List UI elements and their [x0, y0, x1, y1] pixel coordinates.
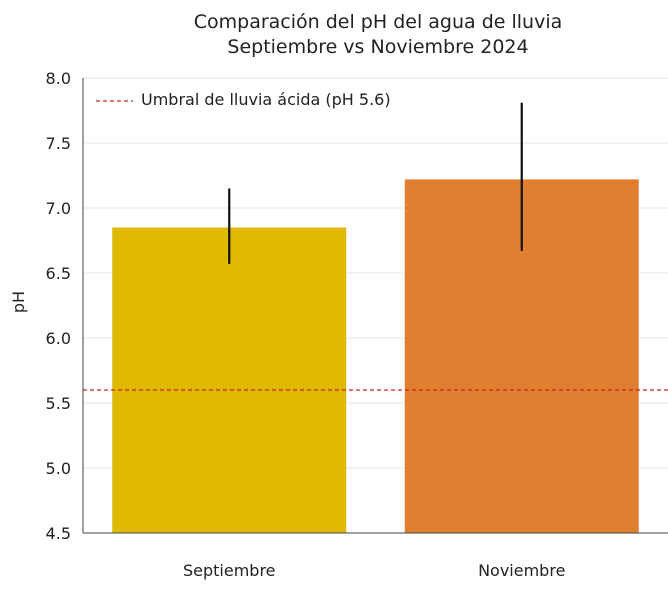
x-tick-label: Septiembre — [183, 561, 276, 580]
y-tick-label: 6.0 — [46, 329, 71, 348]
chart-subtitle: Septiembre vs Noviembre 2024 — [227, 36, 528, 58]
y-tick-labels: 4.5 5.0 5.5 6.0 6.5 7.0 7.5 8.0 — [46, 69, 71, 543]
y-tick-label: 4.5 — [46, 524, 71, 543]
y-tick-label: 8.0 — [46, 69, 71, 88]
legend: Umbral de lluvia ácida (pH 5.6) — [96, 90, 391, 109]
bar-septiembre — [112, 227, 347, 533]
chart-title: Comparación del pH del agua de lluvia — [194, 11, 563, 33]
error-bar-layer — [228, 102, 523, 264]
x-tick-labels: Septiembre Noviembre — [183, 561, 565, 580]
legend-label: Umbral de lluvia ácida (pH 5.6) — [141, 90, 391, 109]
y-tick-label: 5.5 — [46, 394, 71, 413]
y-tick-label: 7.5 — [46, 134, 71, 153]
y-tick-label: 5.0 — [46, 459, 71, 478]
y-axis-label: pH — [9, 291, 28, 313]
bar-layer — [112, 179, 639, 533]
y-tick-label: 7.0 — [46, 199, 71, 218]
x-tick-label: Noviembre — [478, 561, 565, 580]
y-tick-label: 6.5 — [46, 264, 71, 283]
